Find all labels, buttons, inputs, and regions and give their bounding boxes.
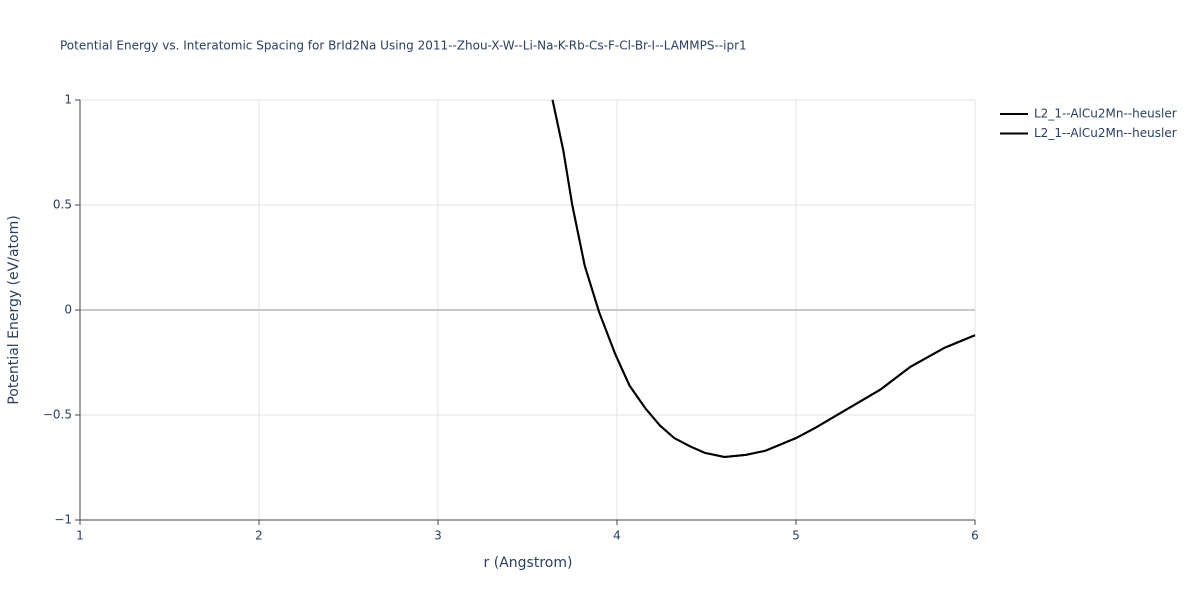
y-axis-title: Potential Energy (eV/atom): [6, 215, 22, 404]
y-tick-label: 0: [64, 303, 72, 317]
chart-title: Potential Energy vs. Interatomic Spacing…: [60, 39, 747, 53]
x-tick-label: 4: [613, 529, 621, 543]
x-tick-label: 6: [971, 529, 979, 543]
y-tick-label: 1: [64, 93, 72, 107]
x-tick-label: 5: [792, 529, 800, 543]
legend-label: L2_1--AlCu2Mn--heusler: [1034, 107, 1177, 121]
data-line: [551, 99, 976, 459]
y-tick-label: −1: [54, 513, 72, 527]
y-tick-label: −0.5: [43, 408, 72, 422]
x-tick-label: 1: [76, 529, 84, 543]
data-line: [551, 99, 976, 459]
x-axis-title: r (Angstrom): [484, 555, 573, 571]
x-tick-label: 3: [434, 529, 442, 543]
x-tick-label: 2: [255, 529, 263, 543]
y-tick-label: 0.5: [53, 198, 72, 212]
legend-label: L2_1--AlCu2Mn--heusler: [1034, 126, 1177, 140]
